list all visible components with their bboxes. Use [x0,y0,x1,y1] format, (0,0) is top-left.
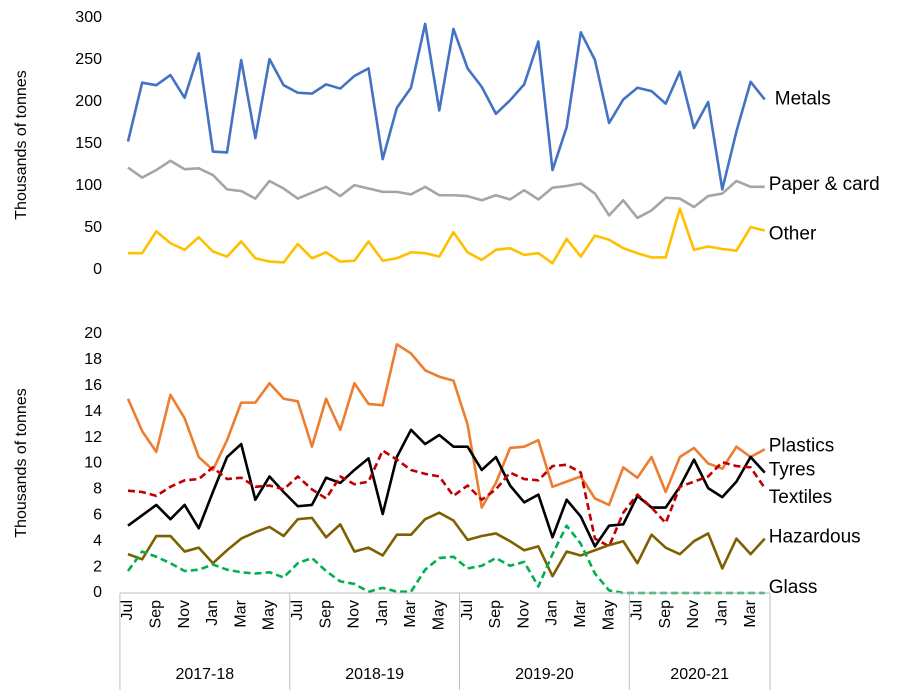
y-tick-label: 16 [84,377,102,394]
y-tick-label: 200 [75,93,102,110]
series-label: Metals [775,88,831,109]
y-tick-label: 8 [93,481,102,498]
x-tick-label: Jul [459,600,476,620]
y-tick-label: 2 [93,558,102,575]
x-tick-label: Jan [204,600,221,626]
line [127,511,766,578]
series-label: Plastics [769,435,834,456]
x-tick-label: Mar [232,599,249,627]
x-tick-label: Nov [346,600,363,628]
series-label: Hazardous [769,527,861,548]
x-tick-label: Nov [176,600,193,628]
y-tick-label: 14 [84,403,102,420]
x-tick-label: Jan [374,600,391,626]
y-tick-label: 0 [93,584,102,601]
x-tick-label: Sep [487,600,504,629]
y-axis-label: Thousands of tonnes [13,388,30,537]
y-tick-label: 100 [75,177,102,194]
line [126,22,766,191]
x-tick-label: Jul [629,600,646,620]
line [128,207,766,265]
y-tick-label: 6 [93,507,102,524]
y-tick-label: 10 [84,455,102,472]
x-tick-label: Nov [685,600,702,628]
x-tick-label: May [600,600,617,630]
group-label: 2017-18 [175,666,234,683]
y-tick-label: 50 [84,219,102,236]
y-tick-label: 250 [75,51,102,68]
x-tick-label: May [431,600,448,630]
line [126,343,766,509]
x-tick-label: Jan [714,600,731,626]
y-tick-label: 300 [75,9,102,26]
x-tick-label: Jul [119,600,136,620]
y-tick-label: 150 [75,135,102,152]
x-tick-label: Nov [515,600,532,628]
group-label: 2020-21 [670,666,729,683]
y-axis-label: Thousands of tonnes [13,70,30,219]
group-label: 2018-19 [345,666,404,683]
series-label: Other [769,224,817,245]
x-tick-label: Mar [742,599,759,627]
x-tick-label: Jul [289,600,306,620]
y-tick-label: 20 [84,325,102,342]
line [127,428,766,548]
series-label: Glass [769,577,818,598]
y-tick-label: 12 [84,429,102,446]
x-tick-label: Mar [572,599,589,627]
x-tick-label: Sep [148,600,165,629]
series-label: Tyres [769,460,815,481]
x-tick-label: Sep [317,600,334,629]
x-tick-label: Sep [657,600,674,629]
series-label: Paper & card [769,174,880,195]
line [127,159,765,220]
x-tick-label: Mar [402,599,419,627]
y-tick-label: 4 [93,532,102,549]
y-tick-label: 18 [84,351,102,368]
x-tick-label: Jan [544,600,561,626]
x-tick-label: May [261,600,278,630]
group-label: 2019-20 [515,666,574,683]
series-label: Textiles [769,487,832,508]
line [126,524,765,595]
y-tick-label: 0 [93,261,102,278]
